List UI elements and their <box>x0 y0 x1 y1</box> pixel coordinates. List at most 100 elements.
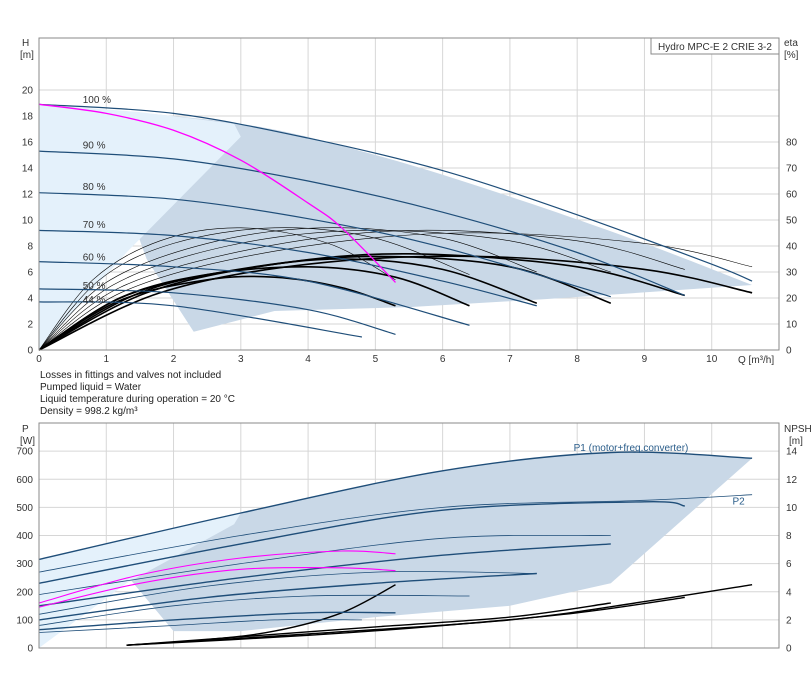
system-power-curve <box>38 566 396 608</box>
head-ticks: 0 1 2 3 4 5 6 7 8 9 100246810121416182001020304050… <box>22 86 798 366</box>
x-tick-label: 4 <box>305 354 311 365</box>
note-losses: Losses in fittings and valves not includ… <box>40 370 221 381</box>
notes-block: Losses in fittings and valves not includ… <box>40 370 235 417</box>
power-annotation: P1 (motor+freq.converter) <box>574 443 689 454</box>
x-tick-label: 5 <box>373 354 379 365</box>
power-curve-7 <box>38 572 537 621</box>
system-curve <box>38 103 396 283</box>
y-tick-label: 2 <box>27 320 33 331</box>
npsh-tick-label: 2 <box>786 615 792 626</box>
y-axis-unit: [m] <box>20 50 34 61</box>
npsh-tick-label: 6 <box>786 559 792 570</box>
y2-tick-label: 70 <box>786 164 798 175</box>
x-tick-label: 9 <box>642 354 648 365</box>
p-axis-label: P <box>22 424 29 435</box>
x-tick-label: 3 <box>238 354 244 365</box>
p-axis-unit: [W] <box>20 436 35 447</box>
y-tick-label: 0 <box>27 346 33 357</box>
x-tick-label: 2 <box>171 354 177 365</box>
head-curve-4 <box>38 229 537 307</box>
power-band-main <box>39 452 753 632</box>
chart-title: Hydro MPC-E 2 CRIE 3-2 <box>658 42 772 53</box>
head-curve-7 <box>38 301 362 338</box>
p-tick-label: 0 <box>27 644 33 655</box>
head-curves <box>38 103 753 338</box>
x-tick-label: 1 <box>103 354 109 365</box>
y-tick-label: 16 <box>22 138 34 149</box>
p-tick-label: 500 <box>16 503 33 514</box>
x-tick-label: 0 <box>36 354 42 365</box>
y-tick-label: 6 <box>27 268 33 279</box>
p-tick-label: 100 <box>16 615 33 626</box>
system-power-curve <box>38 550 396 604</box>
y2-tick-label: 0 <box>786 346 792 357</box>
eta-curve-1 <box>38 275 396 351</box>
head-band-main <box>39 104 753 332</box>
y-tick-label: 10 <box>22 216 34 227</box>
p-tick-label: 400 <box>16 531 33 542</box>
npsh-tick-label: 8 <box>786 531 792 542</box>
y-axis-label: H <box>22 38 29 49</box>
power-curve-10 <box>38 619 362 633</box>
head-chart-frame <box>38 37 780 351</box>
head-curve-6 <box>38 288 396 335</box>
power-curve-2 <box>38 494 753 573</box>
eta-curve-10 <box>38 229 611 351</box>
y2-tick-label: 50 <box>786 216 798 227</box>
x-tick-label: 6 <box>440 354 446 365</box>
eta-curve-8 <box>38 227 470 351</box>
y-tick-label: 12 <box>22 190 34 201</box>
speed-label: 50 % <box>83 281 106 292</box>
npsh-curves <box>126 584 753 646</box>
npsh-axis-unit: [m] <box>789 436 803 447</box>
eta-curve-9 <box>38 227 537 351</box>
head-curve-3 <box>38 192 611 298</box>
y2-tick-label: 40 <box>786 242 798 253</box>
power-curve-8 <box>38 594 470 626</box>
npsh-curve-4 <box>126 584 753 646</box>
speed-label: 100 % <box>83 95 111 106</box>
eta-curve-7 <box>38 227 396 351</box>
y2-tick-label: 80 <box>786 138 798 149</box>
npsh-tick-label: 14 <box>786 447 798 458</box>
y-tick-label: 18 <box>22 112 34 123</box>
head-chart: 0 1 2 3 4 5 6 7 8 9 100246810121416182001020304050… <box>20 37 799 366</box>
title-box-frame <box>650 37 780 55</box>
p-tick-label: 200 <box>16 587 33 598</box>
head-operating-band <box>39 104 753 350</box>
power-curve-3 <box>38 501 685 584</box>
x-tick-label: 7 <box>507 354 513 365</box>
y-tick-label: 20 <box>22 86 34 97</box>
power-annotations: P1 (motor+freq.converter) P2 <box>574 443 746 507</box>
head-curve-1 <box>38 103 753 282</box>
power-curve-6 <box>38 570 537 615</box>
speed-labels: 100 % 90 % 80 % 70 % 60 % 50 % 44 % <box>83 95 111 306</box>
y-tick-label: 4 <box>27 294 33 305</box>
eta-curve-5 <box>38 252 686 351</box>
power-curve-9 <box>38 611 396 631</box>
speed-label: 90 % <box>83 141 106 152</box>
eta-curve-6 <box>38 255 753 351</box>
power-chart: 0 100 200 300 400 500 600 700 0 2 4 6 8 10 12 14 P1 (mo… <box>16 422 812 655</box>
eta-curve-11 <box>38 229 685 351</box>
x-axis-label: Q [m³/h] <box>738 355 774 366</box>
y-tick-label: 14 <box>22 164 34 175</box>
note-density: Density = 998.2 kg/m³ <box>40 406 138 417</box>
power-curve-5 <box>38 543 611 607</box>
y2-tick-label: 20 <box>786 294 798 305</box>
head-curve-2 <box>38 150 686 296</box>
power-band-light <box>39 513 241 648</box>
note-temperature: Liquid temperature during operation = 20… <box>40 394 235 405</box>
p-tick-label: 600 <box>16 475 33 486</box>
power-operating-band <box>39 452 753 648</box>
speed-label: 70 % <box>83 220 106 231</box>
note-liquid: Pumped liquid = Water <box>40 382 142 393</box>
npsh-axis-label: NPSH <box>784 424 812 435</box>
x-tick-label: 8 <box>574 354 580 365</box>
npsh-tick-label: 10 <box>786 503 798 514</box>
p-tick-label: 700 <box>16 447 33 458</box>
power-ticks: 0 100 200 300 400 500 600 700 0 2 4 6 8 10 12 14 <box>16 447 797 655</box>
speed-label: 80 % <box>83 182 106 193</box>
